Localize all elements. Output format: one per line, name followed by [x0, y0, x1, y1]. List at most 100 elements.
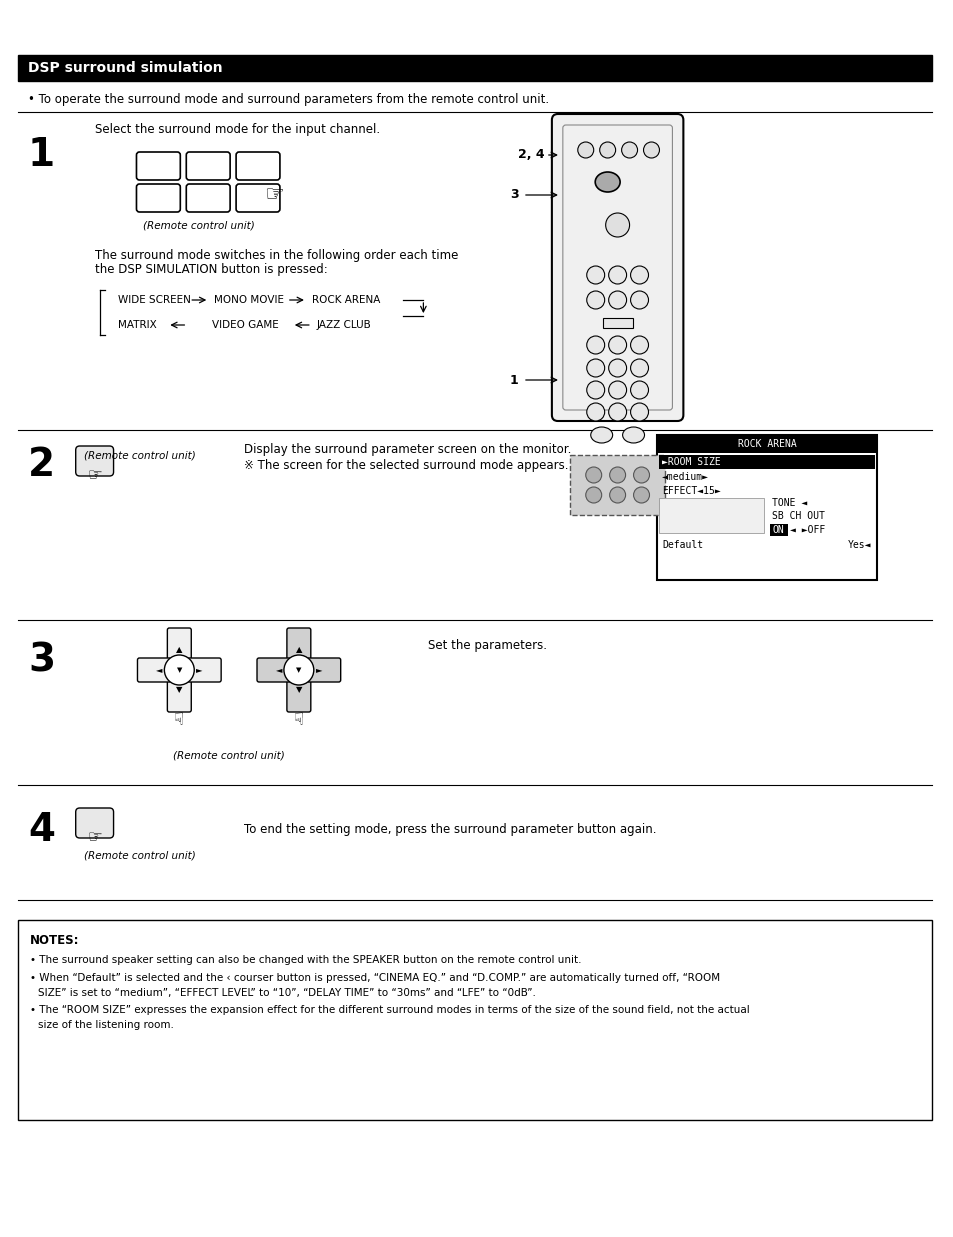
Text: ☟: ☟: [174, 711, 184, 729]
Circle shape: [608, 266, 626, 285]
Circle shape: [578, 142, 593, 158]
Circle shape: [630, 336, 648, 354]
Text: 3: 3: [28, 641, 55, 679]
Text: ON: ON: [771, 524, 783, 534]
Text: ►: ►: [195, 666, 202, 674]
Text: NOTES:: NOTES:: [30, 934, 79, 946]
Text: Display the surround parameter screen on the monitor.: Display the surround parameter screen on…: [244, 444, 571, 456]
Circle shape: [633, 487, 649, 503]
Bar: [659, 499, 763, 533]
Circle shape: [586, 381, 604, 400]
FancyBboxPatch shape: [75, 808, 113, 837]
Text: ▼: ▼: [176, 685, 182, 694]
Bar: [18, 920, 931, 1119]
Text: Default: Default: [661, 541, 703, 550]
Circle shape: [586, 403, 604, 421]
Text: ◄ ►OFF: ◄ ►OFF: [789, 524, 824, 534]
Bar: [18, 54, 931, 80]
Text: ▼: ▼: [176, 667, 182, 673]
Circle shape: [621, 142, 637, 158]
Circle shape: [609, 468, 625, 482]
FancyBboxPatch shape: [186, 184, 230, 212]
FancyBboxPatch shape: [186, 152, 230, 181]
Text: 4: 4: [28, 811, 55, 849]
Text: SIZE” is set to “medium”, “EFFECT LEVEL” to “10”, “DELAY TIME” to “30ms” and “LF: SIZE” is set to “medium”, “EFFECT LEVEL”…: [38, 988, 536, 998]
Text: WIDE SCREEN: WIDE SCREEN: [117, 294, 191, 306]
Text: ROCK ARENA: ROCK ARENA: [737, 439, 796, 449]
Text: Set the parameters.: Set the parameters.: [428, 638, 547, 652]
Circle shape: [586, 266, 604, 285]
Circle shape: [630, 266, 648, 285]
Text: ▼: ▼: [295, 685, 302, 694]
Text: ▲: ▲: [295, 646, 302, 654]
Text: 1: 1: [28, 136, 55, 174]
Text: ROCK ARENA: ROCK ARENA: [312, 294, 380, 306]
Text: 1: 1: [510, 374, 518, 386]
FancyBboxPatch shape: [287, 628, 311, 662]
Circle shape: [630, 403, 648, 421]
Text: ☞: ☞: [87, 466, 102, 484]
FancyBboxPatch shape: [75, 447, 113, 476]
Circle shape: [599, 142, 615, 158]
Bar: [602, 318, 632, 328]
Circle shape: [605, 213, 629, 238]
FancyBboxPatch shape: [187, 658, 221, 682]
Text: ◄: ◄: [156, 666, 162, 674]
FancyBboxPatch shape: [287, 678, 311, 713]
Text: JAZZ CLUB: JAZZ CLUB: [316, 320, 371, 330]
Text: ◄: ◄: [275, 666, 282, 674]
Text: (Remote control unit): (Remote control unit): [84, 450, 195, 460]
Circle shape: [586, 291, 604, 309]
Text: VIDEO GAME: VIDEO GAME: [212, 320, 278, 330]
Bar: [657, 435, 876, 580]
Circle shape: [608, 403, 626, 421]
Text: ►ROOM SIZE: ►ROOM SIZE: [661, 456, 720, 468]
Text: size of the listening room.: size of the listening room.: [38, 1021, 173, 1030]
Text: ☟: ☟: [294, 711, 304, 729]
Circle shape: [643, 142, 659, 158]
Text: EFFECT◄15►: EFFECT◄15►: [661, 486, 720, 496]
Text: To end the setting mode, press the surround parameter button again.: To end the setting mode, press the surro…: [244, 824, 656, 836]
Text: ►: ►: [315, 666, 322, 674]
Text: • When “Default” is selected and the ‹ courser button is pressed, “CINEMA EQ.” a: • When “Default” is selected and the ‹ c…: [30, 974, 720, 983]
Circle shape: [633, 468, 649, 482]
FancyBboxPatch shape: [137, 658, 172, 682]
Text: Select the surround mode for the input channel.: Select the surround mode for the input c…: [94, 124, 379, 136]
Circle shape: [630, 381, 648, 400]
Bar: [659, 455, 874, 469]
Text: 3: 3: [510, 188, 518, 202]
Text: • The surround speaker setting can also be changed with the SPEAKER button on th: • The surround speaker setting can also …: [30, 955, 580, 965]
Text: (Remote control unit): (Remote control unit): [84, 850, 195, 860]
Circle shape: [585, 468, 601, 482]
Ellipse shape: [590, 427, 612, 443]
Text: the DSP SIMULATION button is pressed:: the DSP SIMULATION button is pressed:: [94, 263, 327, 277]
FancyBboxPatch shape: [235, 184, 279, 212]
Text: MONO MOVIE: MONO MOVIE: [214, 294, 284, 306]
Bar: [657, 435, 876, 453]
FancyBboxPatch shape: [136, 184, 180, 212]
FancyBboxPatch shape: [136, 152, 180, 181]
Text: SB CH OUT: SB CH OUT: [771, 511, 824, 521]
Text: • To operate the surround mode and surround parameters from the remote control u: • To operate the surround mode and surro…: [28, 94, 548, 106]
Text: ※ The screen for the selected surround mode appears.: ※ The screen for the selected surround m…: [244, 459, 568, 471]
FancyBboxPatch shape: [167, 678, 191, 713]
FancyBboxPatch shape: [235, 152, 279, 181]
Circle shape: [585, 487, 601, 503]
Circle shape: [586, 336, 604, 354]
Circle shape: [609, 487, 625, 503]
Text: MATRIX: MATRIX: [117, 320, 156, 330]
Text: The surround mode switches in the following order each time: The surround mode switches in the follow…: [94, 249, 457, 261]
Circle shape: [608, 381, 626, 400]
Circle shape: [608, 291, 626, 309]
Circle shape: [630, 359, 648, 377]
Text: (Remote control unit): (Remote control unit): [173, 750, 285, 760]
Circle shape: [630, 291, 648, 309]
Circle shape: [164, 656, 194, 685]
Bar: [769, 524, 787, 536]
Bar: [569, 455, 665, 515]
Circle shape: [284, 656, 314, 685]
FancyBboxPatch shape: [167, 628, 191, 662]
Text: ☞: ☞: [87, 828, 102, 846]
Text: ▼: ▼: [295, 667, 301, 673]
Circle shape: [608, 359, 626, 377]
